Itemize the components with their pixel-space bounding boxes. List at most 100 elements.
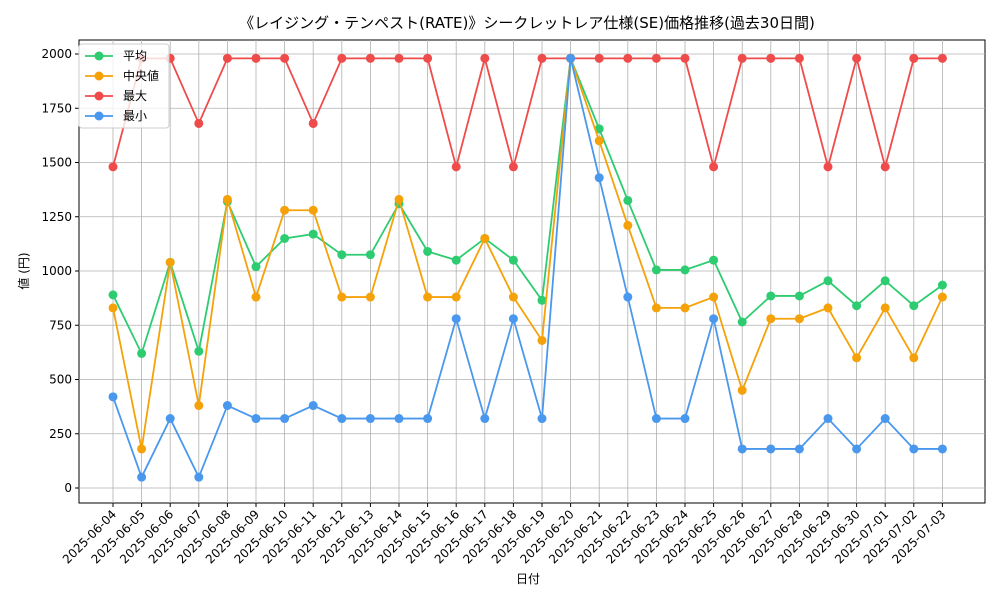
data-point [480,233,490,243]
data-point [451,314,461,324]
data-point [537,53,547,63]
data-point [451,255,461,265]
data-point [280,414,290,424]
y-tick-label: 2000 [41,47,72,61]
data-point [194,401,204,411]
data-point [308,401,318,411]
data-point [480,53,490,63]
data-point [680,303,690,313]
data-point [651,265,661,275]
data-point [594,136,604,146]
y-axis: 0 250 500 750 1000 1250 1500 1750 2000 [41,47,79,495]
data-point [194,118,204,128]
y-axis-label: 値 (円) [16,252,31,289]
data-point [194,346,204,356]
data-point [709,162,719,172]
data-point [137,444,147,454]
data-point [537,414,547,424]
data-point [880,303,890,313]
data-point [365,53,375,63]
data-point [365,292,375,302]
legend-marker [94,111,104,121]
data-point [508,255,518,265]
data-point [308,229,318,239]
data-point [108,290,118,300]
data-point [852,53,862,63]
data-point [823,303,833,313]
data-point [508,314,518,324]
data-point [137,472,147,482]
data-point [852,444,862,454]
legend-label: 最小 [123,109,147,123]
data-point [680,53,690,63]
legend-item: 最大 [85,89,147,103]
data-point [451,162,461,172]
data-point [909,444,919,454]
data-point [594,173,604,183]
y-tick-label: 0 [64,481,72,495]
data-point [794,291,804,301]
series-line [112,54,943,171]
data-point [308,118,318,128]
data-point [766,314,776,324]
data-point [594,124,604,134]
data-point [222,194,232,204]
data-point [365,414,375,424]
data-point [766,53,776,63]
y-tick-label: 1250 [41,210,72,224]
data-point [251,262,261,272]
legend-box [78,43,170,129]
data-point [566,53,576,63]
data-point [680,414,690,424]
data-point [909,53,919,63]
data-point [651,414,661,424]
data-point [623,292,633,302]
y-tick-label: 500 [49,373,72,387]
legend-label: 中央値 [123,68,159,83]
data-point [766,444,776,454]
data-point [823,276,833,286]
data-point [766,291,776,301]
data-point [423,414,433,424]
data-point [222,53,232,63]
data-point [651,53,661,63]
data-point [823,414,833,424]
data-point [852,353,862,363]
data-point [937,292,947,302]
data-point [451,292,461,302]
x-axis-label: 日付 [516,572,540,586]
data-point [365,250,375,260]
legend-marker [94,91,104,101]
y-tick-label: 1500 [41,156,72,170]
data-point [794,53,804,63]
data-point [880,276,890,286]
data-point [280,233,290,243]
y-tick-label: 1750 [41,101,72,115]
data-point [508,292,518,302]
data-point [222,401,232,411]
data-point [280,205,290,215]
data-point [737,317,747,327]
data-point [651,303,661,313]
data-point [337,292,347,302]
data-point [394,194,404,204]
data-point [165,257,175,267]
legend-item: 最小 [85,109,147,123]
data-point [623,53,633,63]
data-point [508,162,518,172]
chart-title: 《レイジング・テンペスト(RATE)》シークレットレア仕様(SE)価格推移(過去… [239,14,815,32]
data-point [794,444,804,454]
series-line [112,58,943,480]
data-point [108,303,118,313]
data-point [480,414,490,424]
data-point [852,301,862,311]
data-point [394,53,404,63]
data-point [909,353,919,363]
data-point [737,53,747,63]
series-line [112,58,943,356]
data-point [709,314,719,324]
data-point [394,414,404,424]
data-point [937,280,947,290]
data-point [337,414,347,424]
